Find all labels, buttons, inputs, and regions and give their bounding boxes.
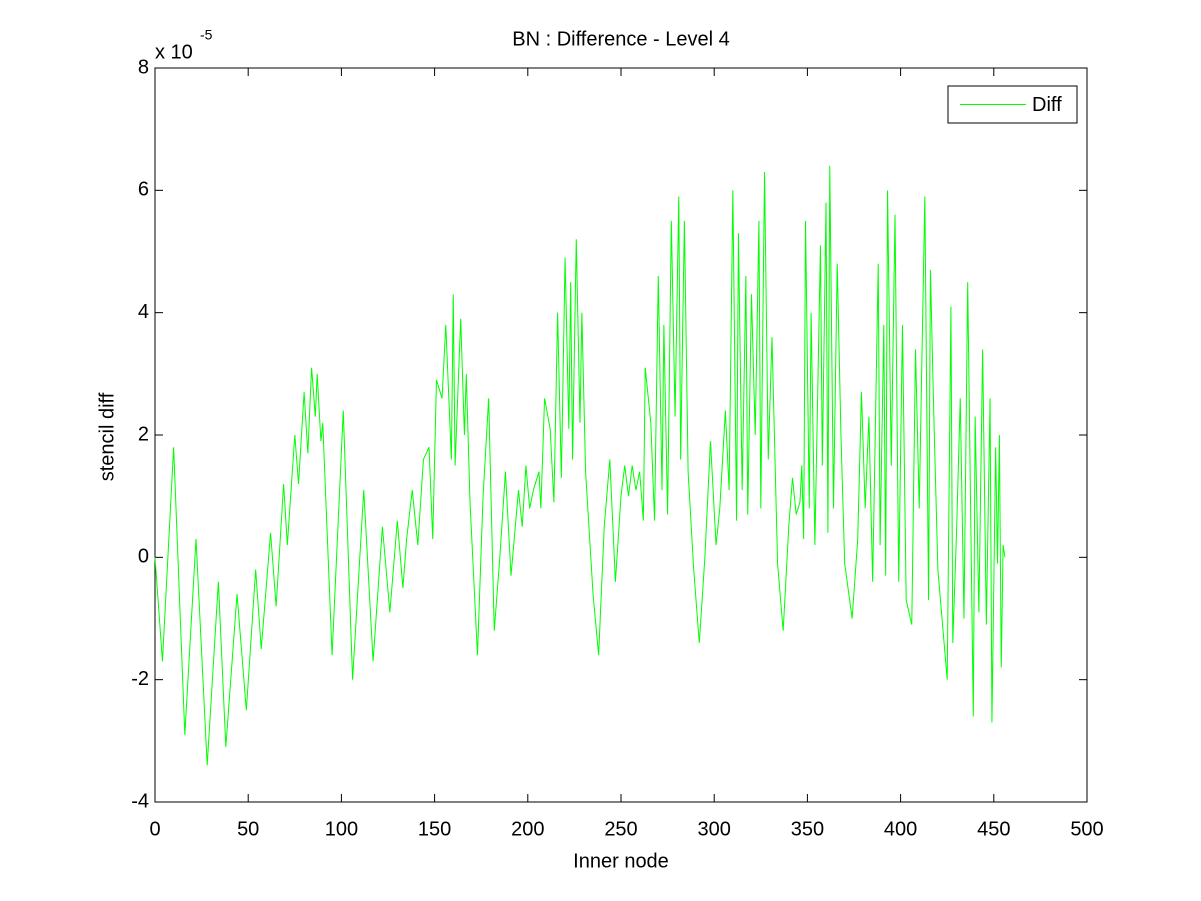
y-axis-label: stencil diff bbox=[96, 392, 118, 481]
y-tick-label: 4 bbox=[138, 301, 149, 323]
x-tick-label: 100 bbox=[325, 818, 358, 840]
y-tick-label: -4 bbox=[131, 790, 149, 812]
x-axis-label: Inner node bbox=[573, 850, 669, 872]
x-tick-label: 300 bbox=[698, 818, 731, 840]
legend-label: Diff bbox=[1032, 94, 1062, 116]
y-tick-label: -2 bbox=[131, 668, 149, 690]
y-multiplier-exponent: -5 bbox=[200, 27, 213, 43]
x-tick-label: 0 bbox=[149, 818, 160, 840]
y-multiplier: x 10 bbox=[155, 41, 193, 63]
x-tick-label: 150 bbox=[418, 818, 451, 840]
y-tick-label: 6 bbox=[138, 179, 149, 201]
x-tick-label: 200 bbox=[511, 818, 544, 840]
x-tick-label: 500 bbox=[1070, 818, 1103, 840]
data-line bbox=[154, 165, 1006, 766]
y-tick-label: 2 bbox=[138, 423, 149, 445]
plot-box bbox=[154, 67, 1088, 803]
x-tick-label: 250 bbox=[604, 818, 637, 840]
x-tick-label: 400 bbox=[884, 818, 917, 840]
x-tick-label: 350 bbox=[791, 818, 824, 840]
x-tick-label: 450 bbox=[977, 818, 1010, 840]
x-tick-label: 50 bbox=[237, 818, 259, 840]
y-tick-label: 8 bbox=[138, 56, 149, 78]
y-tick-label: 0 bbox=[138, 546, 149, 568]
chart-title: BN : Difference - Level 4 bbox=[512, 28, 730, 50]
